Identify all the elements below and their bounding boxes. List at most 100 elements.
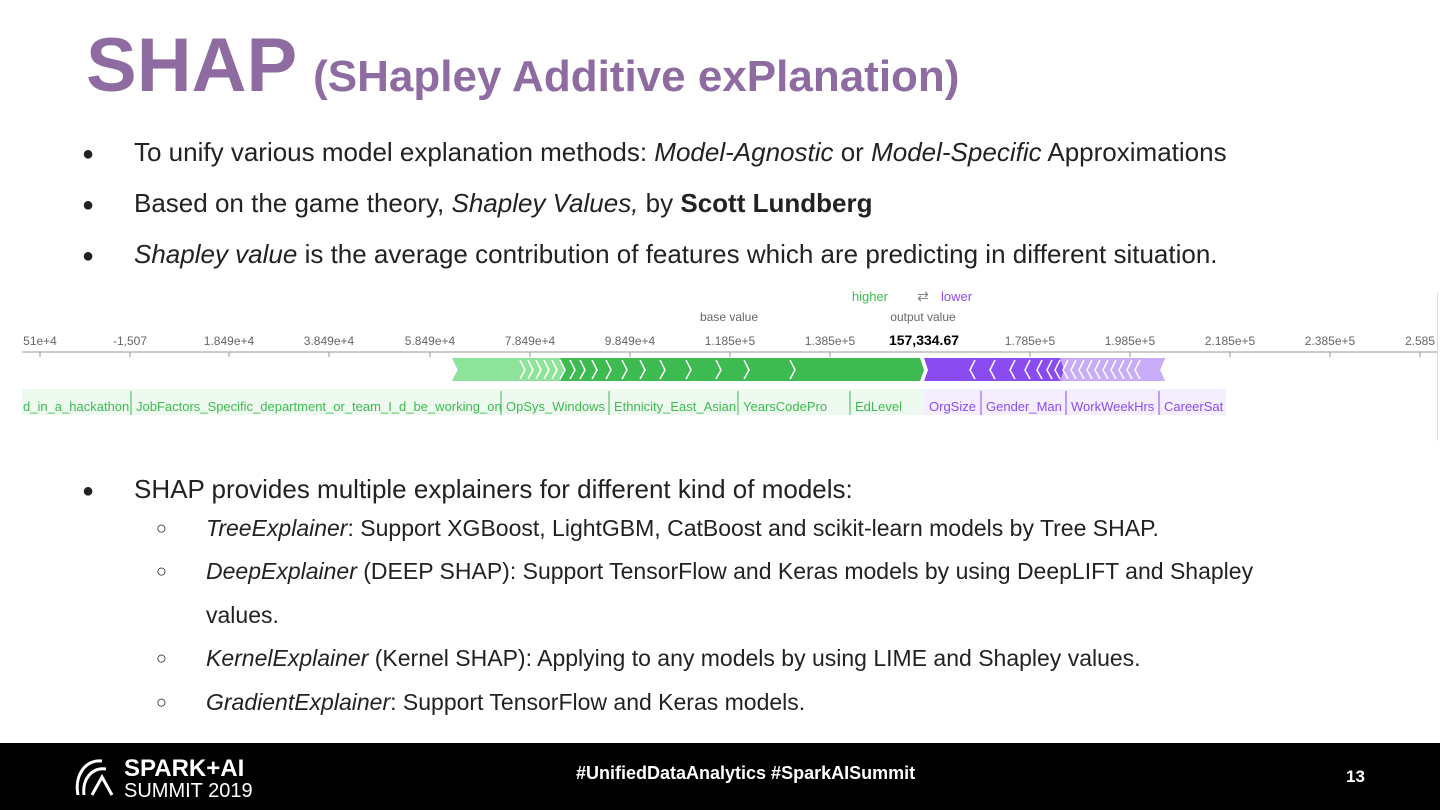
chevron [1024,359,1031,380]
footer: SPARK+AI SUMMIT 2019 #UnifiedDataAnalyti… [0,743,1440,810]
chevron [743,359,750,380]
chevron [569,359,576,380]
chevron [1062,359,1069,380]
run: Based on the game theory, [134,188,452,218]
scale-tick-label: 1.385e+5 [805,334,856,348]
chevron [969,359,976,380]
chevron [1134,359,1141,380]
sub-bullet: ○ TreeExplainer: Support XGBoost, LightGB… [156,515,1159,541]
chevron [1110,359,1117,380]
feature-label: EdLevel [855,399,902,414]
run: Shapley Values, [451,188,639,218]
hashtags: #UnifiedDataAnalytics #SparkAISummit [576,763,916,783]
chevron [591,359,598,380]
feature-label: JobFactors_Specific_department_or_team_I… [136,399,502,414]
chevron [639,359,646,380]
run: TreeExplainer [206,515,348,541]
scale-tick-label: 9.849e+4 [605,334,656,348]
higher-label-band [22,389,924,415]
feature-label: YearsCodePro [743,399,827,414]
chevron [789,359,796,380]
chevron [1094,359,1101,380]
run: GradientExplainer [206,689,391,715]
chevron [559,359,566,380]
chevron [621,359,628,380]
run: : Support TensorFlow and Keras models. [390,689,806,715]
scale-tick-label: 1.849e+4 [204,334,255,348]
run: (Kernel SHAP): Applying to any models by… [368,645,1141,671]
chevron [715,359,722,380]
chevron [685,359,692,380]
chevron [1046,359,1053,380]
higher-label: higher [852,289,889,304]
scale-tick-label: 51e+4 [23,334,57,348]
logo-mark [75,759,114,796]
feature-label: WorkWeekHrs [1071,399,1155,414]
lower-label-band [924,389,1226,415]
chevron [1078,359,1085,380]
run: Model-Agnostic [654,137,834,167]
chevron [551,359,558,380]
scale-tick-label: 7.849e+4 [505,334,556,348]
direction-arrow: ⇄ [917,288,929,304]
chevron [1126,359,1133,380]
feature-label: OrgSize [929,399,976,414]
run: Scott Lundberg [680,188,873,218]
feature-label: Ethnicity_East_Asian [614,399,736,414]
title-sub: (SHapley Additive exPlanation) [313,52,960,101]
run: or [833,137,872,167]
bullet: ● SHAP provides multiple explainers for d… [82,474,853,504]
logo-top: SPARK+AI [124,755,245,782]
scale-tick-label: 3.849e+4 [304,334,355,348]
scale-tick-label: 2.385e+5 [1305,334,1356,348]
feature-label: Gender_Man [986,399,1062,414]
scale-tick-label: 2.585 [1405,334,1435,348]
scale-tick-label: 1.985e+5 [1105,334,1156,348]
bullet: ● Based on the game theory, Shapley Value… [82,188,873,218]
chevron [535,359,542,380]
scale-tick-label: 2.185e+5 [1205,334,1256,348]
chevron [605,359,612,380]
force-plot: higher ⇄ lower base value output value 1… [22,288,1438,441]
logo-bottom: SUMMIT 2019 [124,780,253,802]
run: To unify various model explanation metho… [134,137,655,167]
scale-tick-label: 1.785e+5 [1005,334,1056,348]
chevron [659,359,666,380]
chevron [1054,359,1061,380]
output-label: output value [890,310,956,324]
run: SHAP provides multiple explainers for di… [134,474,853,504]
run: is the average contribution of features … [297,239,1218,269]
higher-bar [452,358,924,381]
feature-label: OpSys_Windows [506,399,605,414]
run: by [638,188,681,218]
chevron [1009,359,1016,380]
chevron [527,359,534,380]
chevron [1070,359,1077,380]
sub-bullet: ○ DeepExplainer (DEEP SHAP): Support Tens… [156,558,1254,628]
title-main: SHAP [86,23,298,108]
run: DeepExplainer [206,558,357,584]
chevron [1086,359,1093,380]
feature-label: d_in_a_hackathon [23,399,129,414]
title: SHAP (SHapley Additive exPlanation) [86,22,959,109]
scale-tick-label: -1,507 [113,334,147,348]
scale-tick-label: 1.185e+5 [705,334,756,348]
run: Shapley value [134,239,298,269]
chevron [1036,359,1043,380]
chevron [543,359,550,380]
scale-tick-label: 5.849e+4 [405,334,456,348]
run: Model-Specific [871,137,1042,167]
sub-bullet: ○ KernelExplainer (Kernel SHAP): Applying… [156,645,1141,671]
chevron [1118,359,1125,380]
run: (DEEP SHAP): Support TensorFlow and Kera… [206,558,1254,628]
bullet: ● Shapley value is the average contributi… [82,239,1218,269]
bullet: ● To unify various model explanation meth… [82,137,1227,167]
chevron [989,359,996,380]
lower-label: lower [941,289,973,304]
sub-bullet: ○ GradientExplainer: Support TensorFlow a… [156,689,806,715]
run: Approximations [1041,137,1227,167]
chevron [579,359,586,380]
output-value: 157,334.67 [889,332,959,348]
page-number: 13 [1346,767,1365,786]
